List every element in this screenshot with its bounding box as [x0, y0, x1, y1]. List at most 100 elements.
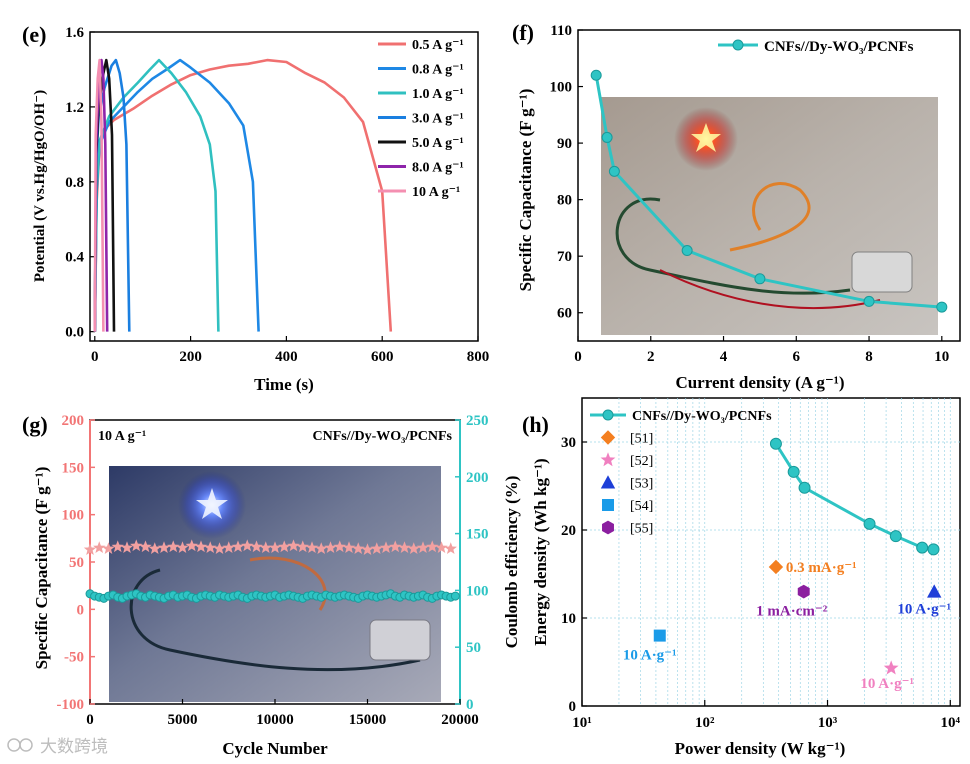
x-tick-label: 600	[371, 349, 394, 365]
y-tick-label: 0.4	[65, 250, 84, 266]
y-tick-label: 1.2	[65, 100, 84, 116]
x-tick-label: 5000	[168, 712, 198, 728]
y2-tick-label: 200	[466, 470, 489, 486]
capacitance-star	[157, 541, 171, 554]
panel-h-grid	[582, 398, 960, 706]
panel-f-legend-label: CNFs//Dy-WO₃/PCNFs	[764, 39, 914, 55]
ragone-point	[769, 437, 782, 450]
legend-swatch-marker	[602, 409, 614, 421]
capacitance-star	[315, 542, 328, 555]
y-tick-label: 1.6	[65, 25, 84, 41]
panel-h-ylabel: Energy density (Wh kg⁻¹)	[531, 458, 550, 645]
star-led-shape-blue	[196, 488, 228, 519]
panel-f-xlabel: Current density (A g⁻¹)	[675, 373, 844, 392]
y2-tick-label: 0	[466, 697, 474, 713]
y-tick-label: 70	[557, 249, 572, 265]
panel-f-label: (f)	[512, 20, 534, 45]
star-led-shape	[691, 123, 721, 152]
legend-label: 5.0 A g⁻¹	[412, 136, 464, 151]
capacitance-star	[83, 543, 97, 555]
y2-tick-label: 250	[466, 413, 489, 429]
panel-e: (e) 0 200 400 600 800 0.0 0.4 0.8 1.2 1.6 0.5 A g…	[22, 22, 489, 394]
x-tick-label: 400	[275, 349, 298, 365]
capacitance-star	[435, 541, 448, 554]
capacitance-star	[241, 539, 254, 552]
legend-label: 3.0 A g⁻¹	[412, 112, 464, 127]
panel-f-ticks: 0 2 4 6 8 10 60 70 80 90 100 110	[550, 23, 950, 365]
legend-label: 1.0 A g⁻¹	[412, 87, 464, 102]
y2-tick-label: 100	[466, 583, 489, 599]
panel-f: (f) 0 2 4 6 8 10 60 70 80 90 100 110 CNFs//Dy-WO₃/P…	[512, 20, 961, 392]
photo-wire-green	[615, 197, 851, 295]
panel-g-photo	[109, 466, 441, 702]
capacitance-star	[250, 540, 263, 553]
capacitance-star	[324, 541, 337, 554]
y-tick-label: -100	[57, 697, 85, 713]
capacitance-star	[231, 540, 245, 553]
panel-h-label: (h)	[522, 412, 549, 437]
x-tick-label: 6	[793, 349, 801, 365]
panel-h-ticks: 10¹ 10² 10³ 10⁴ 0 10 20 30	[561, 435, 961, 731]
legend-label: 0.5 A g⁻¹	[412, 38, 464, 53]
reference-marker	[768, 559, 784, 575]
capacitance-point	[863, 295, 875, 307]
panel-g-y2label: Coulomb efficiency (%)	[502, 476, 521, 649]
x-tick-label: 0	[574, 349, 582, 365]
legend-label: 8.0 A g⁻¹	[412, 161, 464, 176]
ragone-point	[798, 481, 811, 494]
ragone-line	[774, 442, 934, 551]
x-tick-label: 200	[179, 349, 202, 365]
panel-e-curves	[93, 58, 393, 332]
panel-h: (h) 10¹ 10² 10³ 10⁴ 0 10 20 30 0.3 mA·g⁻¹ 10 A·g…	[522, 397, 961, 758]
capacitance-star	[407, 542, 420, 555]
panel-g-xlabel: Cycle Number	[222, 739, 328, 758]
legend-label: CNFs//Dy-WO₃/PCNFs	[632, 409, 772, 424]
y-tick-label: 50	[69, 555, 84, 571]
gcd-curve	[93, 58, 393, 332]
capacitance-star	[213, 542, 226, 555]
capacitance-star	[222, 541, 235, 554]
legend-marker	[600, 475, 616, 489]
photo-wire-orange	[729, 182, 811, 252]
y-tick-label: 200	[62, 413, 85, 429]
x-tick-label: 10¹	[572, 715, 592, 731]
gcd-curve	[93, 58, 105, 332]
legend-label: [51]	[630, 432, 653, 447]
x-tick-label: 10000	[256, 712, 294, 728]
panel-g-label: (g)	[22, 412, 48, 437]
panel-e-legend: 0.5 A g⁻¹ 0.8 A g⁻¹ 1.0 A g⁻¹ 3.0 A g⁻¹ 5.0 …	[378, 38, 464, 200]
panel-e-ticks: 0 200 400 600 800 0.0 0.4 0.8 1.2 1.6	[65, 25, 489, 365]
reference-marker	[653, 629, 666, 642]
y-tick-label: 0	[569, 699, 577, 715]
panel-f-series	[590, 69, 948, 313]
photo-clamp	[369, 619, 431, 661]
ragone-point	[863, 517, 876, 530]
capacitance-point	[754, 273, 766, 285]
capacitance-point	[936, 301, 948, 313]
panel-h-xlabel: Power density (W kg⁻¹)	[675, 739, 846, 758]
panel-f-photo	[601, 97, 938, 335]
panel-f-legend-marker	[732, 39, 744, 51]
x-tick-label: 10³	[818, 715, 838, 731]
y-tick-label: 100	[62, 508, 85, 524]
reference-annotation: 10 A·g⁻¹	[897, 602, 951, 618]
capacitance-star	[287, 539, 300, 552]
capacitance-star	[416, 541, 430, 554]
capacitance-star	[194, 540, 208, 553]
y-tick-label: 20	[561, 523, 576, 539]
panel-g-series	[83, 539, 460, 603]
capacitance-star	[342, 541, 356, 554]
legend-label: 10 A g⁻¹	[412, 185, 460, 200]
y-tick-label: 0.8	[65, 175, 84, 191]
panel-h-series: 0.3 mA·g⁻¹ 10 A·g⁻¹ 10 A·g⁻¹ 10 A·g⁻¹ 1 mA·c…	[623, 437, 951, 692]
y-tick-label: 60	[557, 306, 572, 322]
capacitance-star	[111, 540, 124, 553]
watermark-icon	[7, 738, 21, 752]
y-tick-label: 80	[557, 193, 572, 209]
ragone-point	[927, 543, 940, 556]
capacitance-star	[379, 541, 393, 554]
panel-e-ylabel: Potential (V vs.Hg/HgO/OH⁻)	[32, 90, 48, 282]
capacitance-star	[176, 541, 189, 554]
photo-clamp	[851, 251, 913, 293]
panel-g-ticks: 0 5000 10000 15000 20000 -100 -50 0 50 100 150 200 0…	[57, 413, 489, 728]
